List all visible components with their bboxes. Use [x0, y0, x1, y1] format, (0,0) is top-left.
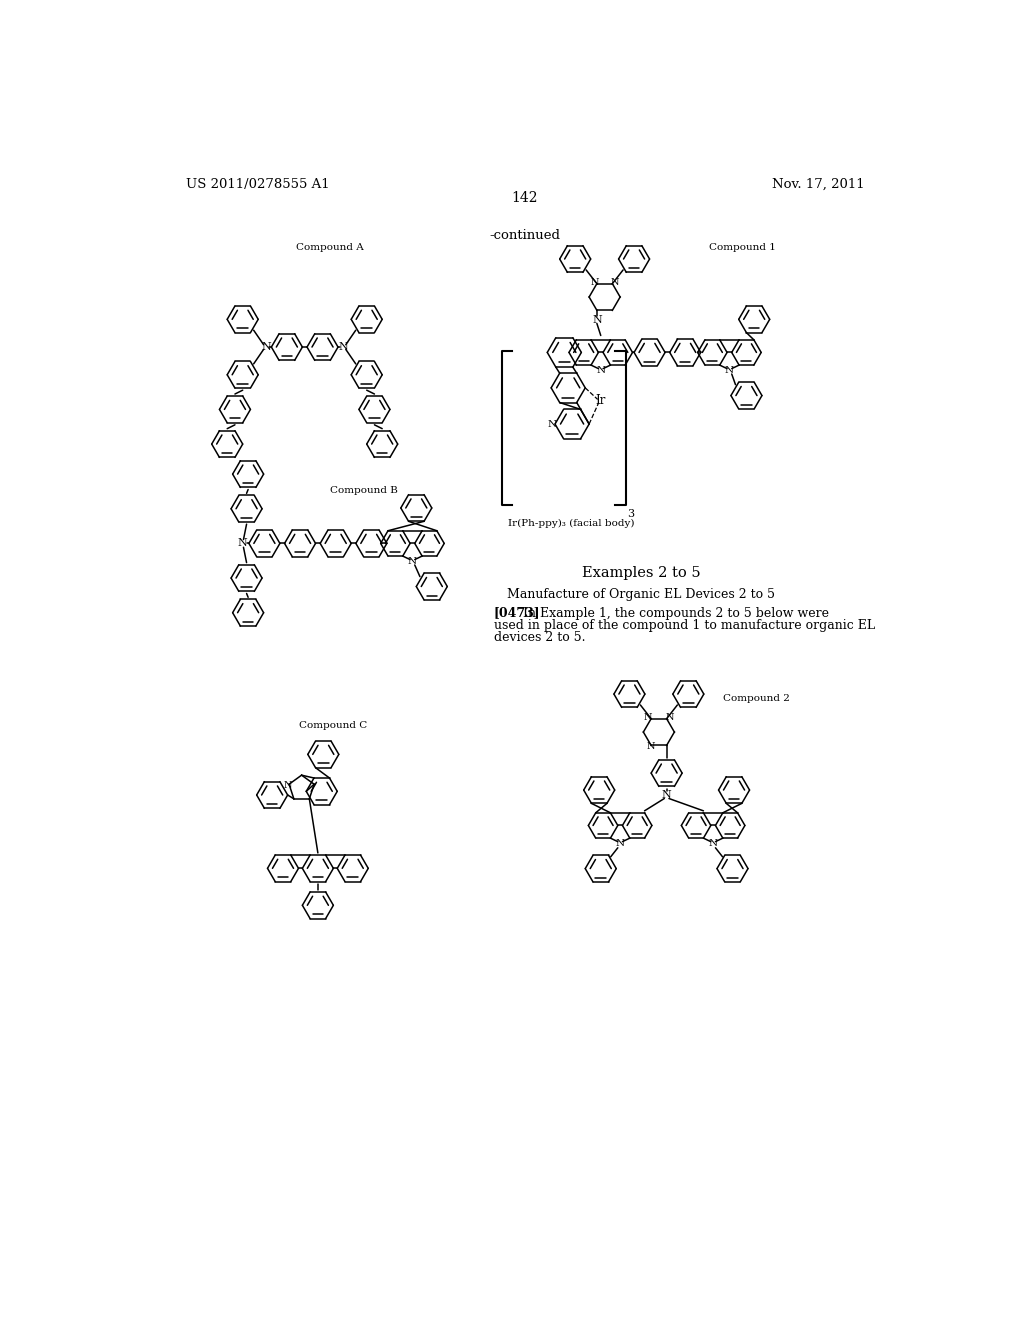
Text: Examples 2 to 5: Examples 2 to 5 [582, 566, 700, 581]
Text: N: N [548, 420, 556, 429]
Text: [0473]: [0473] [494, 607, 541, 619]
Text: N: N [596, 367, 605, 375]
Text: N: N [646, 742, 654, 751]
Text: Compound C: Compound C [299, 721, 368, 730]
Text: N: N [590, 277, 599, 286]
Text: -continued: -continued [489, 230, 560, 243]
Text: used in place of the compound 1 to manufacture organic EL: used in place of the compound 1 to manuf… [494, 619, 874, 632]
Text: Ir(Ph-ppy)₃ (facial body): Ir(Ph-ppy)₃ (facial body) [508, 519, 634, 528]
Text: Compound 2: Compound 2 [723, 693, 791, 702]
Text: Compound A: Compound A [296, 243, 364, 252]
Text: N: N [709, 840, 718, 849]
Text: Ir: Ir [596, 395, 606, 408]
Text: N: N [644, 713, 652, 722]
Text: N: N [238, 539, 248, 548]
Text: N: N [261, 342, 270, 352]
Text: N: N [666, 713, 674, 722]
Text: N: N [615, 840, 625, 849]
Text: Compound B: Compound B [331, 486, 398, 495]
Text: N: N [662, 789, 672, 800]
Text: Compound 1: Compound 1 [710, 243, 776, 252]
Text: Manufacture of Organic EL Devices 2 to 5: Manufacture of Organic EL Devices 2 to 5 [507, 589, 775, 601]
Text: N: N [610, 277, 618, 286]
Text: N: N [725, 367, 734, 375]
Text: N: N [408, 557, 417, 566]
Text: US 2011/0278555 A1: US 2011/0278555 A1 [186, 178, 330, 190]
Text: In Example 1, the compounds 2 to 5 below were: In Example 1, the compounds 2 to 5 below… [523, 607, 829, 619]
Text: Nov. 17, 2011: Nov. 17, 2011 [772, 178, 864, 190]
Text: N: N [284, 781, 292, 791]
Text: N: N [592, 314, 602, 325]
Text: 3: 3 [627, 508, 634, 519]
Text: 142: 142 [512, 191, 538, 205]
Text: N: N [339, 342, 348, 352]
Text: devices 2 to 5.: devices 2 to 5. [494, 631, 586, 644]
